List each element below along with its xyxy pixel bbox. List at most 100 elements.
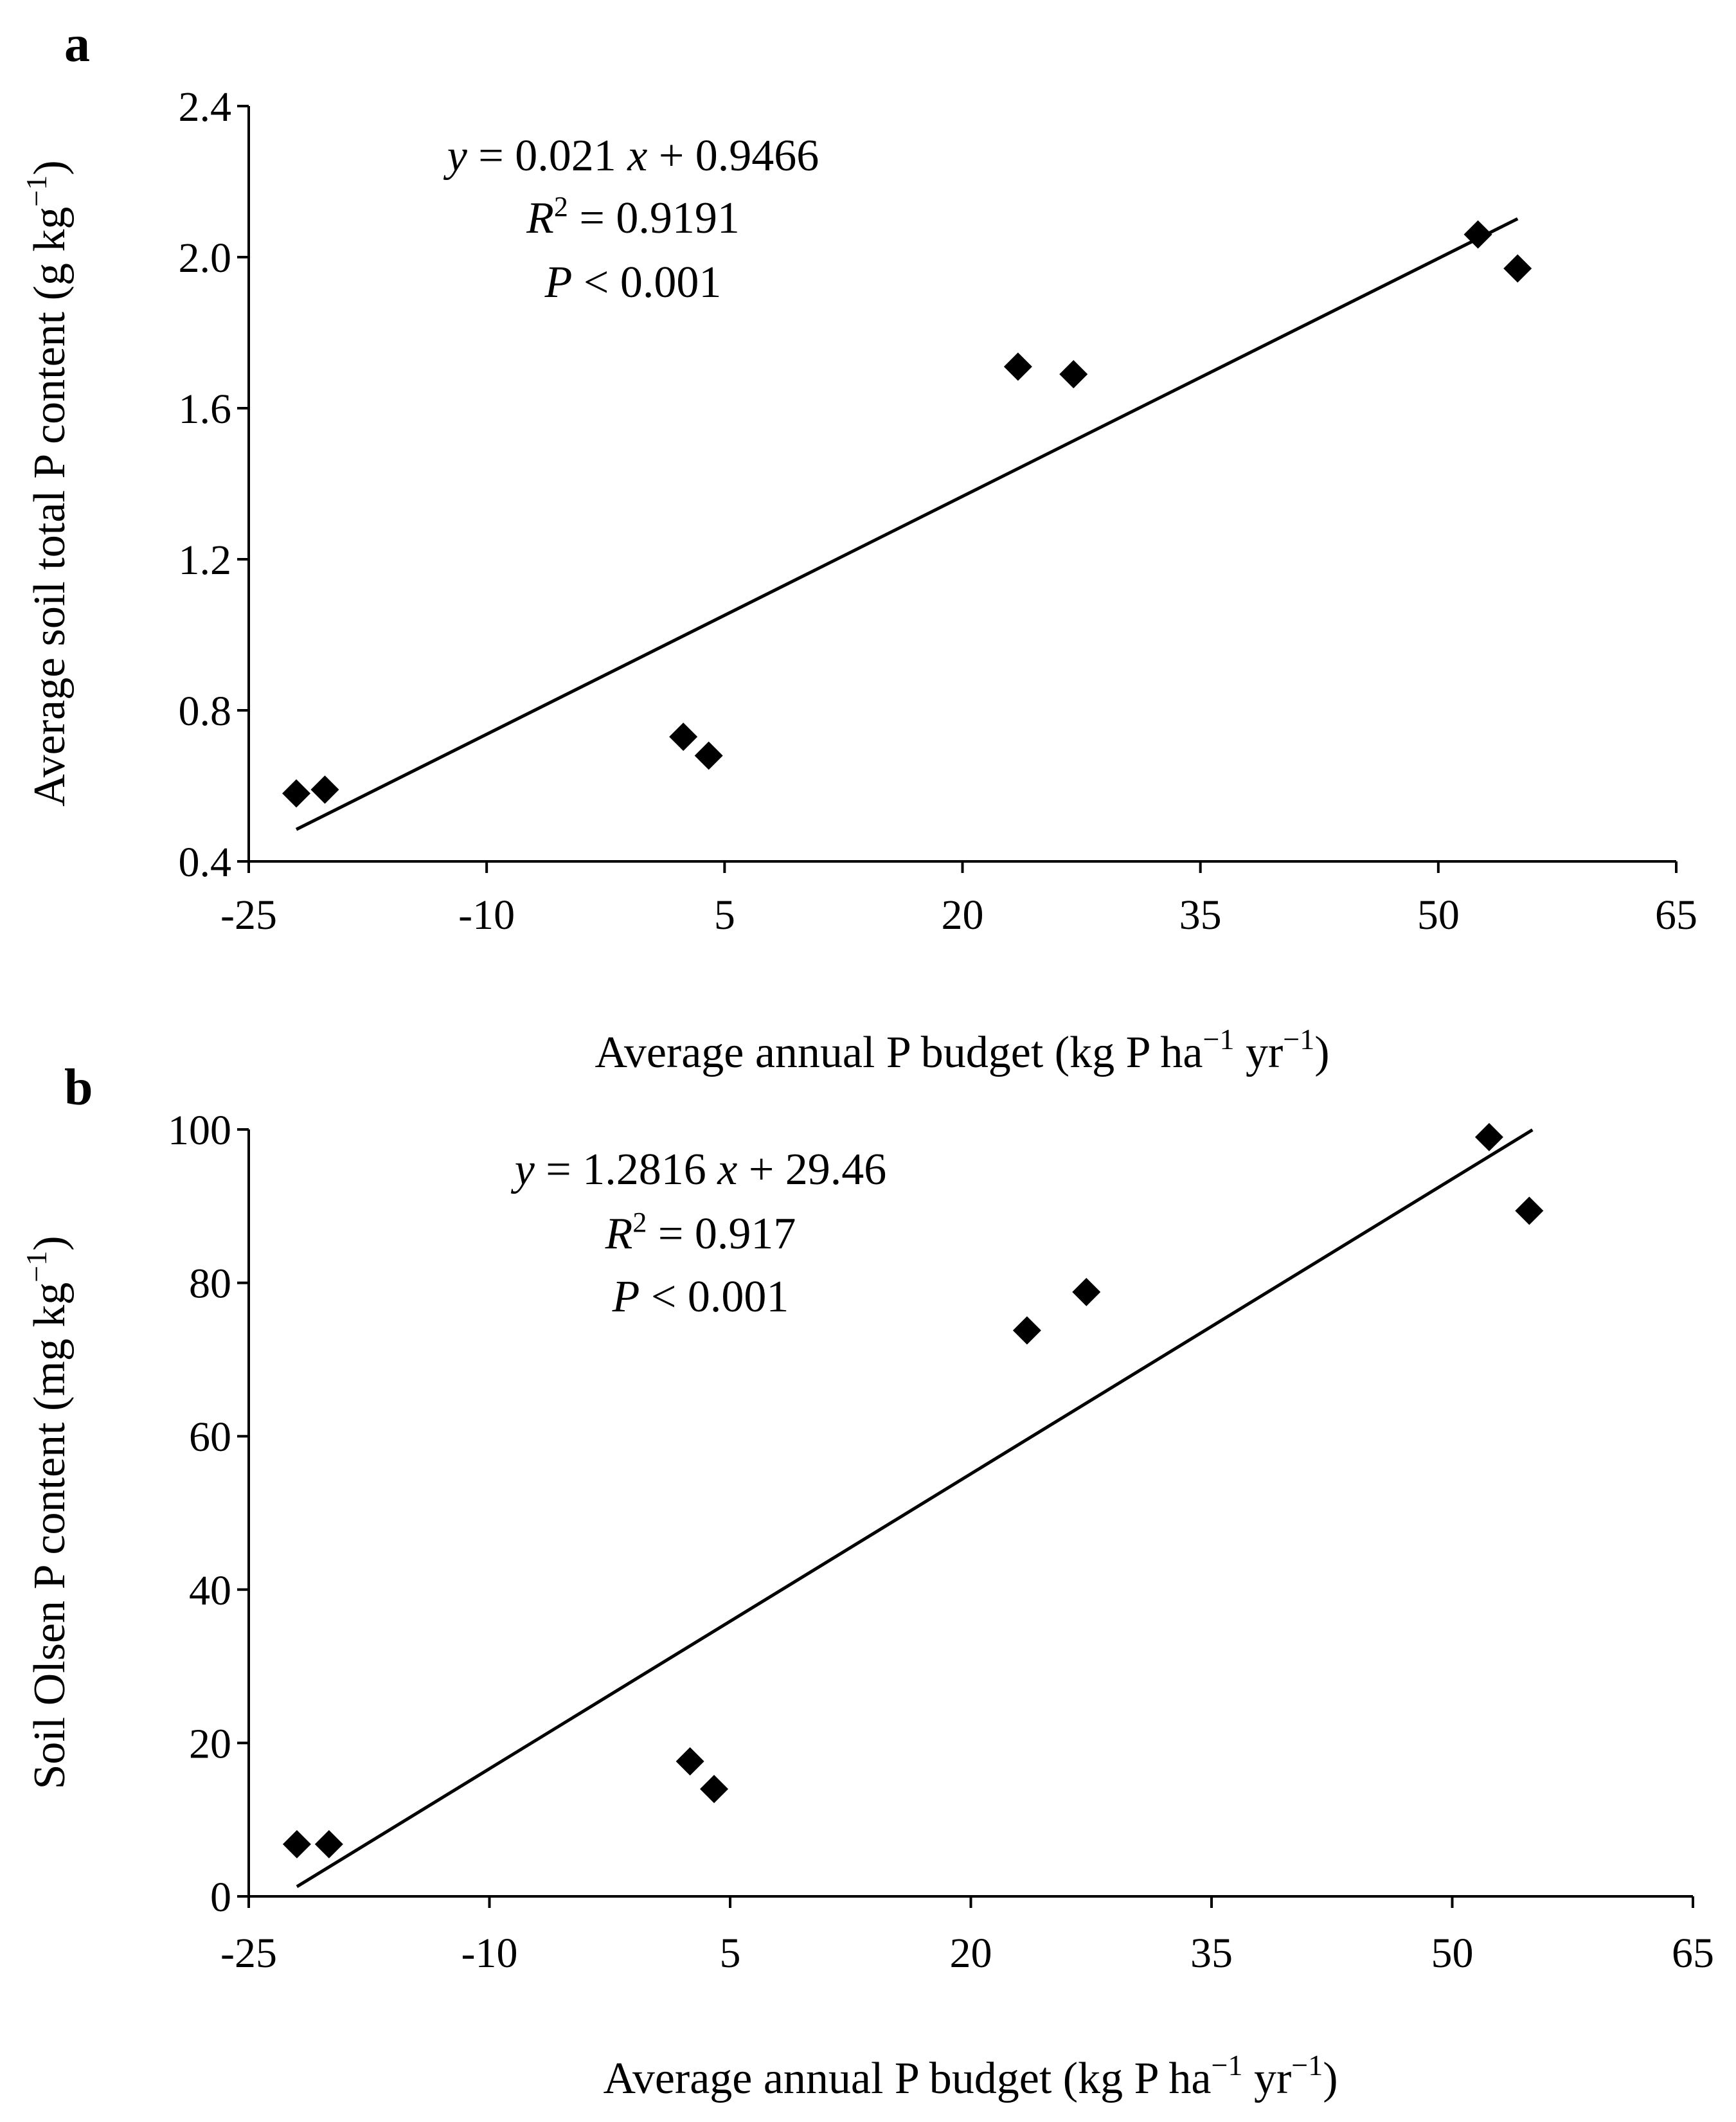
x-tick-label-b: -25 — [220, 1930, 277, 1977]
p-value-a: < 0.001 — [572, 258, 721, 307]
data-point-b — [700, 1774, 729, 1803]
data-point-b — [1515, 1196, 1544, 1225]
x-tick-label-b: 20 — [950, 1930, 992, 1977]
r-sup-a: 2 — [554, 191, 568, 222]
x-tick-label-a: 65 — [1655, 892, 1697, 939]
p-value-b: < 0.001 — [640, 1272, 789, 1322]
panel-label-a: a — [64, 16, 90, 73]
x-tick-label-b: 65 — [1672, 1930, 1714, 1977]
y-axis-label-sup-b: −1 — [20, 1251, 53, 1282]
x-axis-label-end-b: ) — [1323, 2054, 1338, 2103]
y-axis-label-a: Average soil total P content (g kg−1) — [20, 160, 75, 806]
points-a — [282, 220, 1532, 808]
x-axis-label-main-a: Average annual P budget (kg P ha — [595, 1028, 1203, 1077]
equation-a: y = 0.021 x + 0.9466 R2 = 0.9191 P < 0.0… — [443, 131, 819, 307]
data-point-b — [282, 1830, 311, 1858]
panel-a: a -25 -10 5 20 35 50 65 0.4 0.8 1.2 1.6 2.0 2.4 y = … — [20, 16, 1697, 1077]
ticks-b: -25 -10 5 20 35 50 65 0 20 40 60 80 100 — [168, 1107, 1714, 1977]
x-tick-label-b: 35 — [1190, 1930, 1233, 1977]
equation-part1-b: = 1.2816 — [535, 1145, 717, 1194]
data-point-a — [310, 775, 339, 804]
fit-line-a — [295, 217, 1519, 831]
y-tick-label-b: 80 — [189, 1261, 231, 1308]
y-axis-label-sup-a: −1 — [20, 175, 53, 207]
equation-y-var-b: y — [511, 1145, 535, 1194]
data-point-b — [1072, 1277, 1101, 1306]
y-axis-label-main-b: Soil Olsen P content (mg kg — [25, 1282, 75, 1790]
data-point-b — [1012, 1316, 1041, 1345]
x-tick-label-a: 35 — [1179, 892, 1222, 939]
x-tick-label-b: -10 — [461, 1930, 518, 1977]
x-tick-label-a: 5 — [714, 892, 735, 939]
equation-line3-b: P < 0.001 — [612, 1272, 789, 1322]
data-point-b — [676, 1747, 704, 1776]
equation-line3-a: P < 0.001 — [544, 258, 722, 307]
x-tick-label-a: 20 — [942, 892, 984, 939]
data-point-a — [282, 779, 311, 808]
equation-part2-a: + 0.9466 — [647, 131, 819, 181]
data-point-a — [1003, 352, 1032, 381]
y-tick-label-a: 2.0 — [179, 235, 232, 282]
x-tick-label-a: 50 — [1417, 892, 1460, 939]
x-tick-label-b: 50 — [1431, 1930, 1474, 1977]
data-point-a — [1463, 220, 1492, 249]
y-axis-label-b: Soil Olsen P content (mg kg−1) — [20, 1236, 75, 1789]
y-tick-label-a: 1.6 — [179, 386, 232, 433]
equation-x-var-a: x — [627, 131, 647, 181]
r-sup-b: 2 — [632, 1207, 647, 1238]
ticks-a: -25 -10 5 20 35 50 65 0.4 0.8 1.2 1.6 2.0 2.4 — [179, 84, 1698, 939]
p-var-b: P — [612, 1272, 640, 1322]
y-tick-label-b: 20 — [189, 1720, 231, 1767]
x-axis-label-sup2-b: −1 — [1291, 2049, 1323, 2082]
data-point-a — [694, 741, 723, 770]
r-var-b: R — [605, 1209, 633, 1259]
x-axis-label-sup1-a: −1 — [1203, 1023, 1235, 1056]
y-tick-label-a: 1.2 — [179, 537, 232, 584]
y-axis-label-main-a: Average soil total P content (g kg — [25, 207, 75, 807]
x-axis-label-sup2-a: −1 — [1283, 1023, 1314, 1056]
y-tick-label-b: 40 — [189, 1567, 231, 1614]
y-tick-label-b: 100 — [168, 1107, 231, 1154]
y-axis-label-end-a: ) — [25, 160, 75, 175]
p-var-a: P — [544, 258, 573, 307]
points-b — [282, 1122, 1544, 1858]
y-tick-label-a: 0.8 — [179, 688, 232, 735]
data-point-b — [314, 1830, 343, 1858]
x-axis-label-sup1-b: −1 — [1212, 2049, 1243, 2082]
x-axis-label-mid-b: yr — [1242, 2054, 1291, 2103]
data-point-a — [1503, 254, 1532, 283]
y-tick-label-a: 0.4 — [179, 839, 232, 886]
r-value-b: = 0.917 — [647, 1209, 796, 1259]
x-axis-label-end-a: ) — [1314, 1028, 1329, 1077]
equation-line1-a: y = 0.021 x + 0.9466 — [443, 131, 819, 181]
x-axis-label-main-b: Average annual P budget (kg P ha — [603, 2054, 1211, 2103]
data-point-b — [1474, 1122, 1503, 1151]
fit-line-b — [296, 1128, 1534, 1889]
equation-x-var-b: x — [717, 1145, 737, 1194]
equation-y-var-a: y — [443, 131, 468, 181]
x-tick-label-a: -10 — [458, 892, 515, 939]
x-axis-label-mid-a: yr — [1234, 1028, 1283, 1077]
x-axis-label-b: Average annual P budget (kg P ha−1 yr−1) — [603, 2049, 1338, 2103]
data-point-a — [669, 723, 698, 751]
x-tick-label-b: 5 — [720, 1930, 741, 1977]
equation-line1-b: y = 1.2816 x + 29.46 — [511, 1145, 887, 1194]
r-var-a: R — [526, 193, 554, 243]
x-tick-label-a: -25 — [220, 892, 277, 939]
panel-label-b: b — [64, 1059, 93, 1116]
equation-line2-a: R2 = 0.9191 — [526, 191, 740, 243]
y-tick-label-b: 60 — [189, 1414, 231, 1461]
data-point-a — [1059, 360, 1088, 389]
equation-part1-a: = 0.021 — [467, 131, 627, 181]
fit-b — [296, 1128, 1534, 1889]
equation-part2-b: + 29.46 — [737, 1145, 886, 1194]
y-axis-label-end-b: ) — [25, 1236, 75, 1250]
r-value-a: = 0.9191 — [568, 193, 740, 243]
y-tick-label-b: 0 — [210, 1874, 231, 1921]
equation-line2-b: R2 = 0.917 — [605, 1207, 796, 1259]
fit-a — [295, 217, 1519, 831]
panel-b: b -25 -10 5 20 35 50 65 0 20 40 60 80 100 y = 1.2816… — [20, 1059, 1714, 2103]
x-axis-label-a: Average annual P budget (kg P ha−1 yr−1) — [595, 1023, 1329, 1077]
equation-b: y = 1.2816 x + 29.46 R2 = 0.917 P < 0.00… — [511, 1145, 887, 1322]
